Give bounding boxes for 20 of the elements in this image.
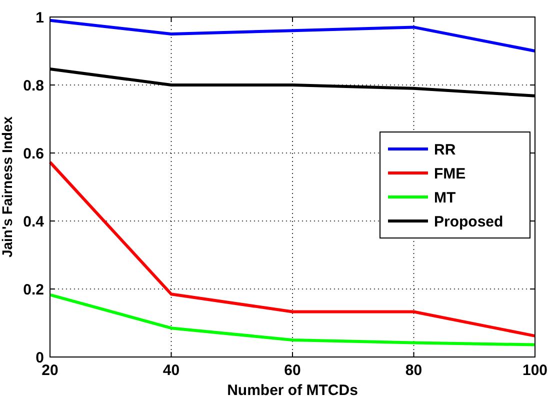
x-tick-label: 100	[522, 362, 548, 379]
y-tick-label: 0.4	[23, 213, 45, 230]
y-tick-label: 1	[36, 9, 44, 26]
y-tick-label: 0.6	[23, 145, 44, 162]
line-series	[48, 160, 536, 338]
y-tick-label: 0.8	[23, 77, 44, 94]
y-tick-label: 0	[36, 349, 44, 366]
line-series	[48, 293, 536, 346]
x-axis-title: Number of MTCDs	[227, 382, 358, 399]
x-tick-label: 20	[42, 362, 58, 379]
line-series	[48, 18, 536, 52]
legend-label: FME	[434, 165, 466, 182]
legend-label: MT	[434, 189, 456, 206]
x-tick-label: 80	[405, 362, 422, 379]
x-tick-label: 60	[284, 362, 301, 379]
x-tick-label: 40	[162, 362, 180, 379]
y-tick-label: 0.2	[23, 281, 44, 298]
legend-label: RR	[434, 141, 456, 158]
legend-label: Proposed	[434, 213, 504, 230]
y-axis-title: Jain's Fairness Index	[0, 116, 15, 258]
